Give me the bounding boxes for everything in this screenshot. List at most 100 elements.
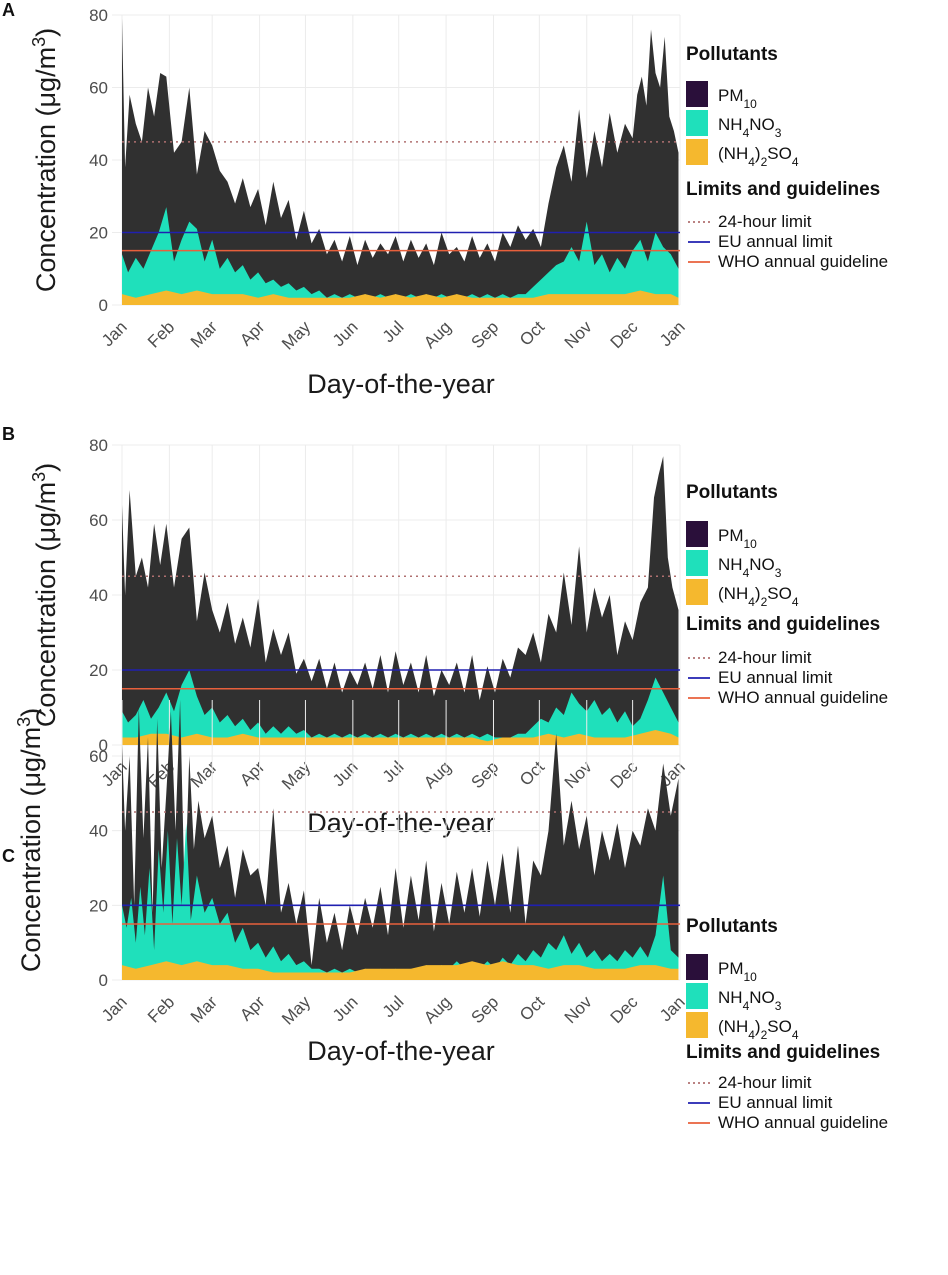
x-tick-label: May	[278, 992, 314, 1028]
legend-swatch-so4	[686, 1012, 708, 1038]
x-tick-label: Nov	[561, 317, 596, 352]
x-axis-label: Day-of-the-year	[307, 808, 495, 838]
legend-text: NO	[749, 115, 775, 134]
legend-text: PM	[718, 86, 744, 105]
legend-subscript: 3	[775, 566, 782, 580]
legend-swatch-pm10	[686, 81, 708, 107]
x-tick-label: May	[278, 757, 314, 793]
legend-item-label: NH4NO3	[718, 988, 782, 1013]
x-tick-label: Apr	[236, 317, 268, 349]
legend-text: (NH	[718, 1017, 748, 1036]
legend-subscript: 10	[744, 537, 758, 551]
legend-swatch-pm10	[686, 954, 708, 980]
x-tick-label: Jul	[379, 757, 408, 786]
pm10-area	[122, 456, 679, 745]
x-tick-label: Dec	[607, 317, 642, 352]
x-tick-label: Apr	[236, 992, 268, 1024]
y-tick-label: 0	[99, 971, 108, 990]
legend-subscript: 3	[775, 126, 782, 140]
x-tick-label: Jan	[98, 992, 131, 1025]
x-tick-label: Jul	[379, 992, 408, 1021]
legend-line-label: WHO annual guideline	[718, 1113, 888, 1132]
legend-item-label: NH4NO3	[718, 555, 782, 580]
legend-subscript: 4	[743, 126, 750, 140]
x-axis-label: Day-of-the-year	[307, 369, 495, 399]
y-axis-label-sup: 3	[14, 717, 34, 727]
panel-a: A 0 20 40 60 80 Jan Feb Mar Apr May Jun Jul Aug Sep Oct…	[2, 0, 888, 399]
legend-subscript: 3	[775, 999, 782, 1013]
legend-swatch-nh4no3	[686, 550, 708, 576]
panel-label: B	[2, 424, 15, 444]
x-tick-label: Dec	[607, 757, 642, 792]
x-tick-label: Sep	[467, 317, 502, 352]
legend-subscript: 4	[792, 155, 799, 169]
x-tick-label: Jun	[329, 992, 362, 1025]
legend-text: )	[755, 144, 761, 163]
legend-swatch-nh4no3	[686, 983, 708, 1009]
legend-line-label: EU annual limit	[718, 668, 833, 687]
so4-area	[122, 290, 679, 305]
legend-subscript: 2	[761, 595, 768, 609]
legend-text: SO	[767, 584, 792, 603]
legend-limits-title: Limits and guidelines	[686, 1042, 880, 1063]
y-axis-label-sup: 3	[29, 472, 49, 482]
legend-text: NH	[718, 988, 743, 1007]
x-tick-label: Aug	[420, 757, 455, 792]
x-tick-label: Jun	[329, 757, 362, 790]
x-tick-label: Oct	[516, 317, 548, 349]
x-tick-label: Jan	[656, 317, 689, 350]
legend-item-label: (NH4)2SO4	[718, 144, 799, 169]
y-tick-label: 40	[89, 151, 108, 170]
legend-subscript: 4	[743, 566, 750, 580]
legend-item-label: PM10	[718, 526, 757, 551]
legend-text: SO	[767, 144, 792, 163]
x-tick-label: Jun	[329, 317, 362, 350]
legend-pollutants-title: Pollutants	[686, 44, 778, 65]
x-tick-label: Jan	[98, 317, 131, 350]
y-tick-label: 20	[89, 661, 108, 680]
legend-item-label: (NH4)2SO4	[718, 584, 799, 609]
legend-text: NO	[749, 988, 775, 1007]
legend-text: NH	[718, 115, 743, 134]
x-tick-label: Nov	[561, 757, 596, 792]
y-axis-label-end: )	[31, 463, 61, 472]
legend-swatch-pm10	[686, 521, 708, 547]
legend-line-label: 24-hour limit	[718, 648, 812, 667]
legend-line-label: EU annual limit	[718, 232, 833, 251]
legend-limits-title: Limits and guidelines	[686, 179, 880, 200]
y-axis-label: Concentration (μg/m3)	[14, 708, 46, 972]
y-tick-label: 20	[89, 896, 108, 915]
legend-line-label: 24-hour limit	[718, 212, 812, 231]
x-tick-label: Nov	[561, 992, 596, 1027]
legend-swatch-so4	[686, 139, 708, 165]
x-tick-label: Sep	[467, 992, 502, 1027]
legend-line-label: EU annual limit	[718, 1093, 833, 1112]
x-axis-label: Day-of-the-year	[307, 1036, 495, 1066]
legend-text: NH	[718, 555, 743, 574]
panel-label: C	[2, 846, 15, 866]
y-tick-label: 0	[99, 296, 108, 315]
x-tick-label: Apr	[236, 757, 268, 789]
legend-limits-title: Limits and guidelines	[686, 614, 880, 635]
x-tick-label: Aug	[420, 317, 455, 352]
y-tick-label: 0	[99, 736, 108, 755]
x-tick-label: Sep	[467, 757, 502, 792]
legend-line-label: WHO annual guideline	[718, 252, 888, 271]
legend-item-label: (NH4)2SO4	[718, 1017, 799, 1042]
legend-subscript: 4	[748, 155, 755, 169]
y-tick-label: 80	[89, 436, 108, 455]
legend-item-label: PM10	[718, 959, 757, 984]
legend-text: )	[755, 584, 761, 603]
pm10-area	[122, 700, 679, 980]
x-tick-label: Mar	[187, 757, 221, 791]
legend-pollutants-title: Pollutants	[686, 916, 778, 937]
legend-text: )	[755, 1017, 761, 1036]
legend-text: PM	[718, 959, 744, 978]
y-axis-label-main: Concentration (μg/m	[31, 47, 61, 292]
legend-swatch-nh4no3	[686, 110, 708, 136]
y-tick-label: 60	[89, 747, 108, 766]
y-axis-label-main: Concentration (μg/m	[31, 482, 61, 727]
legend-subscript: 4	[748, 1028, 755, 1042]
